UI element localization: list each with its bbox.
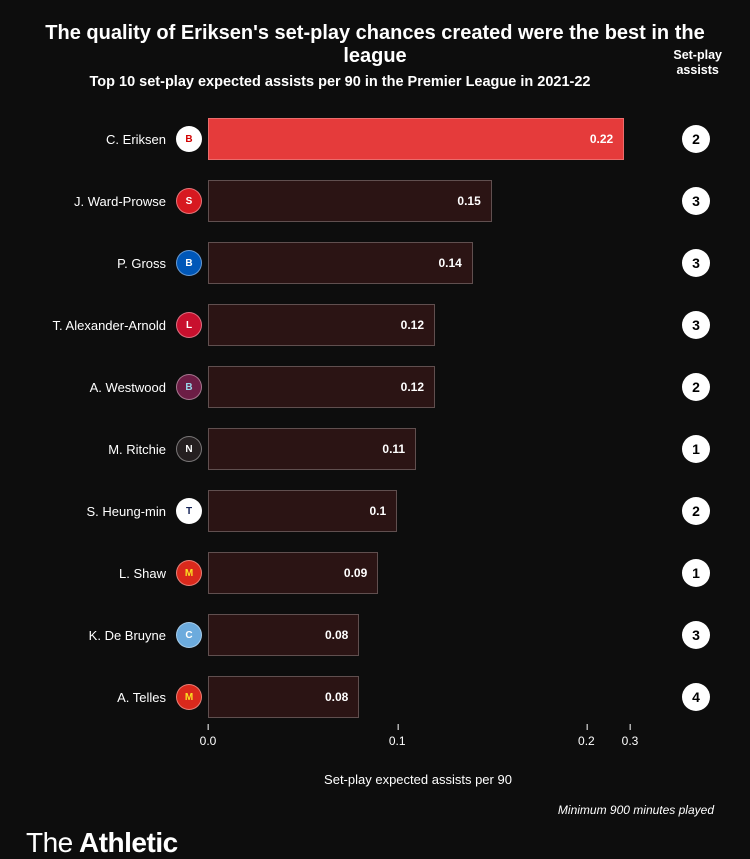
assists-badge: 4 (682, 683, 710, 711)
bar-value: 0.11 (382, 442, 405, 456)
bar: 0.14 (208, 242, 473, 284)
assists-badge: 1 (682, 435, 710, 463)
player-name: K. De Bruyne (36, 628, 176, 643)
player-name: L. Shaw (36, 566, 176, 581)
assists-badge: 2 (682, 373, 710, 401)
chart-row: M. RitchieN 0.11 1 (36, 418, 724, 480)
assists-cell: 2 (628, 125, 724, 153)
bar-value: 0.09 (344, 566, 367, 580)
bar: 0.22 (208, 118, 624, 160)
brand-prefix: The (26, 827, 73, 858)
player-name: C. Eriksen (36, 132, 176, 147)
player-name: M. Ritchie (36, 442, 176, 457)
assists-badge: 3 (682, 249, 710, 277)
bar-value: 0.15 (457, 194, 480, 208)
bar-track: 0.12 (208, 304, 628, 346)
bar-track: 0.08 (208, 676, 628, 718)
assists-cell: 1 (628, 435, 724, 463)
chart-row: T. Alexander-ArnoldL 0.12 3 (36, 294, 724, 356)
assists-cell: 1 (628, 559, 724, 587)
assists-badge: 3 (682, 187, 710, 215)
bar: 0.08 (208, 676, 359, 718)
chart-row: K. De BruyneC 0.08 3 (36, 604, 724, 666)
bar-track: 0.22 (208, 118, 628, 160)
team-badge-icon: B (176, 374, 202, 400)
bar-track: 0.11 (208, 428, 628, 470)
team-badge-icon: N (176, 436, 202, 462)
brand-name: Athletic (79, 827, 178, 858)
bar-chart: C. EriksenB0.222J. Ward-ProwseS0.153P. G… (26, 108, 724, 728)
assists-cell: 3 (628, 621, 724, 649)
chart-footnote: Minimum 900 minutes played (26, 803, 724, 817)
x-axis-label: Set-play expected assists per 90 (208, 772, 628, 787)
assists-header-line2: assists (676, 63, 718, 77)
brand-logo: The Athletic (26, 827, 724, 859)
team-badge-icon: M (176, 560, 202, 586)
chart-subtitle: Top 10 set-play expected assists per 90 … (26, 74, 724, 90)
assists-badge: 3 (682, 621, 710, 649)
bar-track: 0.1 (208, 490, 628, 532)
bar: 0.1 (208, 490, 397, 532)
bar-value: 0.14 (439, 256, 462, 270)
bar: 0.12 (208, 366, 435, 408)
assists-cell: 2 (628, 373, 724, 401)
bar-track: 0.15 (208, 180, 628, 222)
assists-cell: 3 (628, 187, 724, 215)
chart-row: P. GrossB 0.14 3 (36, 232, 724, 294)
team-badge-icon: B (176, 250, 202, 276)
x-tick: 0.2 (578, 728, 595, 748)
player-name: S. Heung-min (36, 504, 176, 519)
chart-title: The quality of Eriksen's set-play chance… (26, 22, 724, 68)
assists-badge: 2 (682, 125, 710, 153)
x-axis: 0.00.10.20.3 (208, 728, 628, 752)
bar: 0.11 (208, 428, 416, 470)
team-badge-icon: T (176, 498, 202, 524)
bar-value: 0.08 (325, 628, 348, 642)
bar-value: 0.12 (401, 380, 424, 394)
assists-header-line1: Set-play (673, 48, 722, 62)
bar-value: 0.1 (370, 504, 387, 518)
bar-value: 0.22 (590, 132, 613, 146)
bar: 0.09 (208, 552, 378, 594)
bar-value: 0.08 (325, 690, 348, 704)
bar-track: 0.09 (208, 552, 628, 594)
x-tick: 0.3 (622, 728, 639, 748)
bar: 0.12 (208, 304, 435, 346)
player-name: J. Ward-Prowse (36, 194, 176, 209)
player-name: P. Gross (36, 256, 176, 271)
chart-row: A. TellesM 0.08 4 (36, 666, 724, 728)
assists-cell: 4 (628, 683, 724, 711)
assists-cell: 2 (628, 497, 724, 525)
team-badge-icon: S (176, 188, 202, 214)
assists-cell: 3 (628, 311, 724, 339)
bar: 0.15 (208, 180, 492, 222)
assists-column-header: Set-play assists (673, 48, 722, 78)
chart-row: S. Heung-minT 0.1 2 (36, 480, 724, 542)
team-badge-icon: B (176, 126, 202, 152)
assists-badge: 2 (682, 497, 710, 525)
chart-row: J. Ward-ProwseS 0.15 3 (36, 170, 724, 232)
chart-row: C. EriksenB 0.22 2 (36, 108, 724, 170)
team-badge-icon: L (176, 312, 202, 338)
player-name: T. Alexander-Arnold (36, 318, 176, 333)
chart-row: L. ShawM 0.09 1 (36, 542, 724, 604)
assists-badge: 1 (682, 559, 710, 587)
bar-track: 0.08 (208, 614, 628, 656)
team-badge-icon: C (176, 622, 202, 648)
chart-row: A. WestwoodB 0.12 2 (36, 356, 724, 418)
player-name: A. Telles (36, 690, 176, 705)
bar-value: 0.12 (401, 318, 424, 332)
bar-track: 0.14 (208, 242, 628, 284)
assists-cell: 3 (628, 249, 724, 277)
player-name: A. Westwood (36, 380, 176, 395)
x-tick: 0.1 (389, 728, 406, 748)
assists-badge: 3 (682, 311, 710, 339)
bar: 0.08 (208, 614, 359, 656)
bar-track: 0.12 (208, 366, 628, 408)
x-tick: 0.0 (200, 728, 217, 748)
team-badge-icon: M (176, 684, 202, 710)
